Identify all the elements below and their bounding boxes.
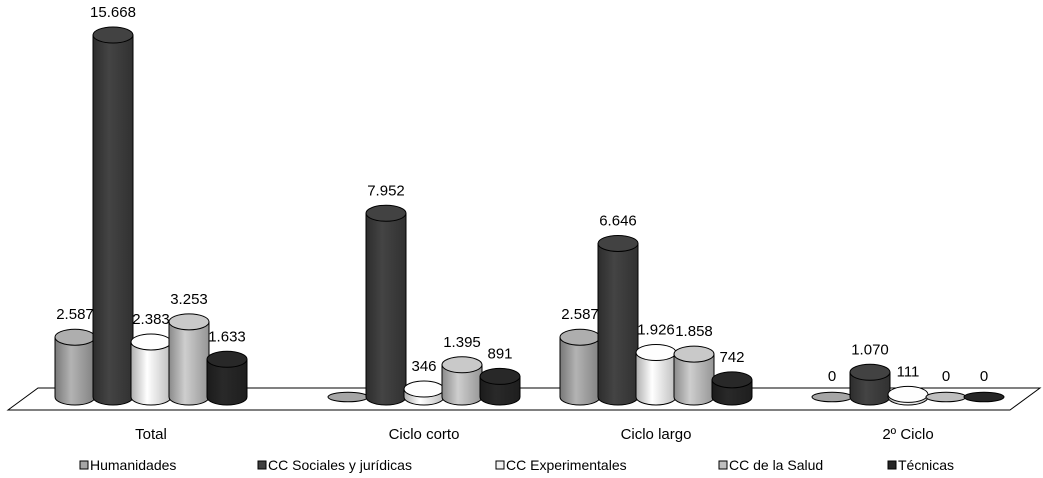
legend-label: Técnicas [898,457,954,473]
category-label: 2º Ciclo [882,426,933,443]
bar-humanidades-ciclo-largo-top [559,328,601,346]
bar-humanidades-ciclo-corto-top [327,391,369,403]
bar-t-cnicas-2-ciclo [963,391,1005,403]
bar-cc-sociales-y-jur-dicas-2-ciclo [849,363,891,406]
data-label: 0 [942,368,950,385]
category-label: Ciclo corto [389,426,460,443]
data-label: 111 [897,363,920,380]
bar-cc-sociales-y-jur-dicas-total-body [92,34,134,406]
bar-cc-de-la-salud-ciclo-corto [441,356,483,406]
data-label: 2.383 [132,311,170,328]
legend-item: Técnicas [887,457,954,473]
legend-item: CC Sociales y jurídicas [257,457,412,473]
data-label: 1.633 [208,328,246,345]
bar-t-cnicas-ciclo-largo-top [711,371,753,389]
bar-cc-sociales-y-jur-dicas-ciclo-largo-body [597,242,639,406]
legend-swatch [718,460,728,470]
legend-label: CC Experimentales [506,457,627,473]
data-label: 1.395 [443,334,481,351]
bar-humanidades-ciclo-corto [327,391,369,403]
data-label: 891 [487,345,512,362]
data-label: 15.668 [90,4,136,21]
data-label: 0 [980,368,988,385]
data-label: 3.253 [170,291,208,308]
bar-cc-de-la-salud-ciclo-corto-top [441,356,483,374]
bar-cc-sociales-y-jur-dicas-total [92,26,134,406]
legend-item: Humanidades [79,457,176,473]
data-label: 1.070 [851,341,889,358]
bar-humanidades-2-ciclo-top [811,391,853,403]
legend-label: CC de la Salud [729,457,823,473]
bars-layer [54,26,1005,406]
data-label: 1.926 [637,322,675,339]
bar-cc-experimentales-total-top [130,333,172,351]
legend-item: CC de la Salud [718,457,823,473]
data-label: 6.646 [599,212,637,229]
bar-humanidades-ciclo-largo-body [559,336,601,406]
bar-t-cnicas-total-body [206,358,248,406]
bar-humanidades-total-body [54,336,96,406]
legend-item: CC Experimentales [495,457,627,473]
bar-t-cnicas-2-ciclo-top [963,391,1005,403]
bar-t-cnicas-ciclo-largo [711,371,753,406]
bar-humanidades-total-top [54,328,96,346]
bar-cc-experimentales-total-body [130,341,172,406]
bar-cc-experimentales-2-ciclo-top [887,385,929,403]
bar-cc-de-la-salud-ciclo-largo [673,345,715,406]
data-label: 2.587 [561,306,599,323]
bar-humanidades-2-ciclo [811,391,853,403]
bar-cc-experimentales-ciclo-largo-top [635,344,677,362]
bar-humanidades-total [54,328,96,406]
data-label: 346 [411,358,436,375]
bar-cc-sociales-y-jur-dicas-ciclo-corto-top [365,204,407,222]
bar-cc-de-la-salud-total-body [168,321,210,406]
legend-label: Humanidades [90,457,176,473]
category-labels: Total Ciclo corto Ciclo largo 2º Ciclo [135,426,934,443]
bar-cc-sociales-y-jur-dicas-ciclo-corto [365,204,407,406]
data-label: 742 [719,349,744,366]
bar-cc-experimentales-2-ciclo [887,385,929,406]
bar-cc-de-la-salud-total [168,313,210,406]
bar-cc-sociales-y-jur-dicas-ciclo-largo [597,234,639,406]
bar-cc-de-la-salud-total-top [168,313,210,331]
bar-cc-sociales-y-jur-dicas-ciclo-largo-top [597,234,639,252]
bar-humanidades-ciclo-largo [559,328,601,406]
data-label: 2.587 [56,306,94,323]
bar-t-cnicas-ciclo-corto [479,367,521,406]
bar-t-cnicas-total-top [206,350,248,368]
legend-swatch [887,460,897,470]
bar-t-cnicas-ciclo-corto-top [479,367,521,385]
bar-cc-de-la-salud-ciclo-largo-top [673,345,715,363]
bar-cc-sociales-y-jur-dicas-total-top [92,26,134,44]
data-label: 1.858 [675,323,713,340]
data-label: 7.952 [367,182,405,199]
bar-cc-experimentales-total [130,333,172,406]
bar-t-cnicas-total [206,350,248,406]
bar-cc-sociales-y-jur-dicas-ciclo-corto-body [365,212,407,406]
legend: Humanidades CC Sociales y jurídicas CC Exp… [79,457,954,473]
bar-cc-sociales-y-jur-dicas-2-ciclo-top [849,363,891,381]
category-label: Total [135,426,167,443]
category-label: Ciclo largo [621,426,692,443]
bar-cc-experimentales-ciclo-corto-top [403,380,445,398]
bar-cc-de-la-salud-2-ciclo-top [925,391,967,403]
legend-swatch [495,460,505,470]
bar-cc-experimentales-ciclo-largo [635,344,677,406]
bar-cc-de-la-salud-2-ciclo [925,391,967,403]
legend-swatch [257,460,267,470]
legend-label: CC Sociales y jurídicas [268,457,412,473]
bar-cc-experimentales-ciclo-corto [403,380,445,406]
legend-swatch [79,460,89,470]
chart-floor [6,387,1042,411]
data-label: 0 [828,368,836,385]
